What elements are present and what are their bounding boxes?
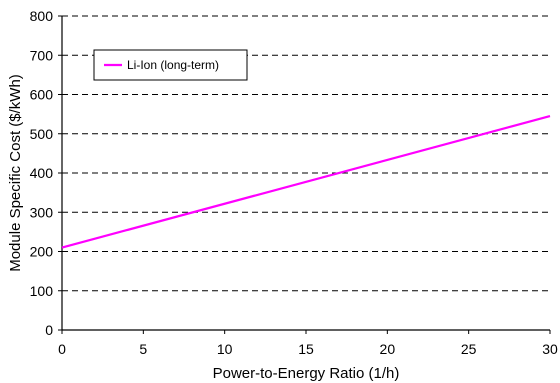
series-line-0: [61, 115, 551, 249]
y-tick-label-200: 200: [30, 244, 54, 260]
x-tick-label-0: 0: [58, 341, 66, 357]
x-tick-label-5: 5: [139, 341, 147, 357]
y-tick-label-700: 700: [30, 47, 54, 63]
x-tick-label-10: 10: [217, 341, 233, 357]
x-tick-label-15: 15: [298, 341, 314, 357]
x-tick-label-25: 25: [461, 341, 477, 357]
x-tick-label-20: 20: [380, 341, 396, 357]
y-axis-title: Module Specific Cost ($/kWh): [7, 74, 24, 272]
y-tick-label-800: 800: [30, 8, 54, 24]
series-lines: [61, 115, 551, 249]
x-axis-title: Power-to-Energy Ratio (1/h): [213, 365, 400, 382]
y-tick-label-500: 500: [30, 126, 54, 142]
y-tick-label-400: 400: [30, 165, 54, 181]
legend: Li-Ion (long-term): [93, 49, 248, 81]
x-tick-label-30: 30: [542, 341, 558, 357]
y-tick-label-300: 300: [30, 204, 54, 220]
legend-label-0: Li-Ion (long-term): [127, 58, 219, 72]
y-tick-label-0: 0: [45, 322, 53, 338]
y-tick-label-600: 600: [30, 87, 54, 103]
y-tick-label-100: 100: [30, 283, 54, 299]
tick-marks: 0 100 200 300 400 500 600 700 800 0 5 10 15 20 25 30: [30, 8, 558, 357]
